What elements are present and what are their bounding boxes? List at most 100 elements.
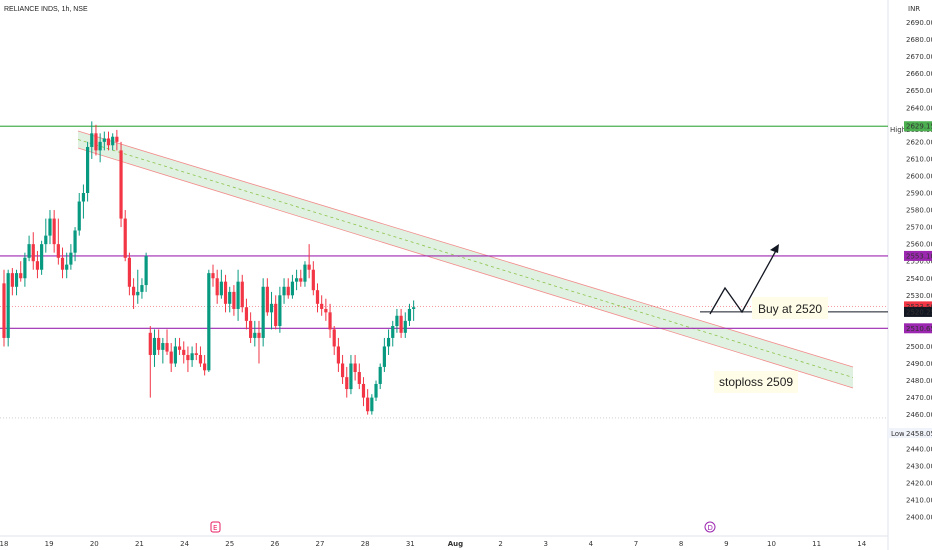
- candle[interactable]: [303, 261, 307, 287]
- candle[interactable]: [253, 320, 257, 347]
- candle[interactable]: [374, 380, 378, 402]
- candle[interactable]: [349, 354, 353, 395]
- candle[interactable]: [391, 320, 395, 347]
- candle[interactable]: [65, 252, 69, 279]
- candle[interactable]: [115, 129, 119, 151]
- candle[interactable]: [123, 210, 127, 262]
- candle[interactable]: [336, 337, 340, 373]
- candle[interactable]: [395, 308, 399, 333]
- candle[interactable]: [299, 269, 303, 287]
- candle[interactable]: [269, 291, 274, 330]
- candle[interactable]: [366, 389, 370, 415]
- candle[interactable]: [320, 295, 324, 316]
- channel-upper-line[interactable]: [77, 130, 854, 368]
- candle[interactable]: [361, 377, 366, 407]
- candle[interactable]: [228, 286, 232, 313]
- candle[interactable]: [399, 308, 403, 338]
- candle[interactable]: [278, 286, 282, 333]
- candle[interactable]: [106, 131, 111, 151]
- earnings-event-marker[interactable]: E: [210, 521, 221, 533]
- channel-lower-line[interactable]: [77, 147, 854, 389]
- candle[interactable]: [257, 320, 261, 364]
- candle[interactable]: [161, 337, 165, 364]
- candle[interactable]: [77, 193, 81, 236]
- candle[interactable]: [194, 343, 198, 361]
- dividend-event-marker[interactable]: D: [704, 521, 716, 533]
- candle[interactable]: [86, 141, 90, 202]
- candle[interactable]: [240, 274, 244, 313]
- candle[interactable]: [328, 303, 332, 338]
- candle[interactable]: [261, 278, 265, 347]
- candle[interactable]: [136, 269, 140, 304]
- candle[interactable]: [35, 250, 40, 279]
- candle[interactable]: [182, 341, 186, 364]
- candle[interactable]: [31, 232, 35, 270]
- candle[interactable]: [2, 269, 6, 347]
- candle[interactable]: [382, 337, 386, 373]
- candle[interactable]: [186, 346, 190, 373]
- stoploss-note[interactable]: stoploss 2509: [719, 375, 793, 389]
- candle[interactable]: [357, 363, 361, 390]
- candle[interactable]: [244, 298, 249, 330]
- candle[interactable]: [378, 363, 382, 390]
- candle[interactable]: [315, 283, 320, 313]
- candle[interactable]: [403, 312, 407, 338]
- candle[interactable]: [44, 218, 48, 253]
- candle[interactable]: [165, 329, 169, 355]
- candle[interactable]: [111, 133, 115, 151]
- candle[interactable]: [144, 252, 148, 292]
- candle[interactable]: [311, 261, 315, 296]
- candle[interactable]: [190, 346, 194, 367]
- candle[interactable]: [52, 210, 56, 253]
- candle[interactable]: [48, 210, 52, 245]
- candle[interactable]: [157, 329, 161, 355]
- candle[interactable]: [340, 354, 345, 384]
- candle[interactable]: [152, 329, 157, 367]
- price-axis[interactable]: 2400.002410.002420.002430.002440.002450.…: [906, 19, 932, 521]
- candle[interactable]: [295, 269, 299, 291]
- candle[interactable]: [81, 184, 86, 219]
- candle[interactable]: [236, 269, 240, 321]
- candle[interactable]: [60, 247, 65, 279]
- candle[interactable]: [119, 141, 123, 228]
- candle[interactable]: [23, 252, 27, 287]
- candle[interactable]: [386, 329, 391, 355]
- candle[interactable]: [232, 285, 236, 316]
- candle[interactable]: [56, 218, 60, 265]
- candles[interactable]: [2, 121, 416, 415]
- candle[interactable]: [286, 278, 290, 299]
- candle[interactable]: [274, 295, 278, 330]
- candle[interactable]: [215, 269, 219, 304]
- candle[interactable]: [219, 269, 223, 299]
- candle[interactable]: [102, 131, 106, 151]
- candle[interactable]: [370, 394, 374, 415]
- candle[interactable]: [94, 124, 98, 156]
- candle[interactable]: [14, 269, 19, 296]
- candle[interactable]: [407, 303, 412, 326]
- candle[interactable]: [290, 274, 295, 299]
- candle[interactable]: [148, 325, 152, 398]
- candle[interactable]: [249, 312, 253, 344]
- buy-note[interactable]: Buy at 2520: [758, 302, 822, 316]
- candle[interactable]: [10, 268, 14, 296]
- candle[interactable]: [6, 269, 10, 347]
- candle[interactable]: [127, 252, 131, 296]
- candle[interactable]: [207, 269, 211, 373]
- candle[interactable]: [307, 244, 311, 279]
- descending-channel[interactable]: [77, 130, 854, 389]
- candle[interactable]: [282, 278, 286, 304]
- candle[interactable]: [40, 240, 44, 275]
- candle[interactable]: [412, 300, 416, 321]
- candle[interactable]: [332, 325, 336, 355]
- candle[interactable]: [131, 278, 136, 309]
- candle[interactable]: [345, 366, 349, 398]
- candle[interactable]: [73, 227, 77, 262]
- candle[interactable]: [211, 264, 215, 287]
- candle[interactable]: [223, 274, 228, 313]
- candle[interactable]: [27, 235, 31, 262]
- candle[interactable]: [69, 244, 73, 270]
- candle[interactable]: [324, 298, 328, 321]
- candle[interactable]: [173, 337, 177, 367]
- candle[interactable]: [19, 261, 23, 282]
